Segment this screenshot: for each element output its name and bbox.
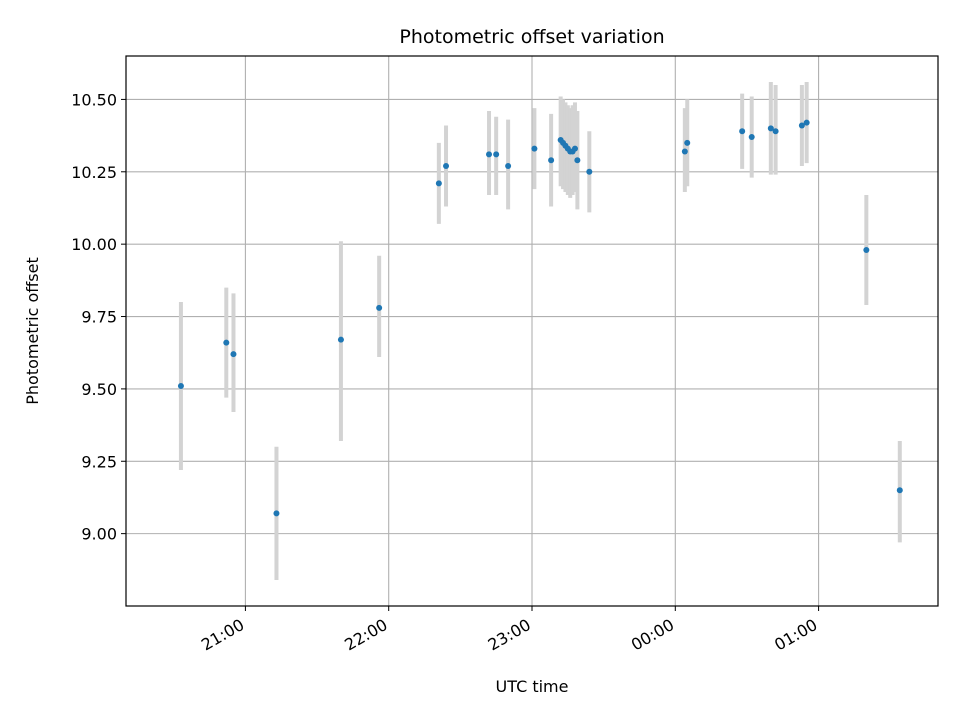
x-axis-label: UTC time — [496, 677, 569, 696]
data-point — [435, 180, 442, 187]
x-tick-label: 01:00 — [771, 615, 820, 655]
data-point — [739, 128, 746, 135]
data-point — [681, 148, 688, 155]
x-tick-label: 00:00 — [628, 615, 677, 655]
grid-layer — [126, 56, 938, 606]
y-tick-label: 9.75 — [81, 308, 117, 327]
data-point — [443, 163, 450, 169]
data-point — [531, 145, 538, 152]
y-axis-label: Photometric offset — [23, 257, 42, 405]
data-point — [798, 122, 805, 129]
x-tick-label: 22:00 — [341, 615, 390, 655]
y-tick-label: 10.00 — [71, 235, 117, 254]
data-point — [863, 246, 870, 253]
data-point — [486, 151, 493, 158]
data-point — [223, 339, 230, 346]
y-tick-label: 10.25 — [71, 163, 117, 182]
data-point — [772, 128, 779, 135]
data-point — [548, 157, 555, 164]
point-layer — [177, 119, 903, 517]
x-tick-label: 23:00 — [485, 615, 534, 655]
y-tick-label: 9.00 — [81, 525, 117, 544]
chart-title: Photometric offset variation — [399, 26, 664, 48]
data-point — [684, 139, 691, 146]
y-axis: 9.00 9.25 9.50 9.75 10.00 10.25 10.50 — [71, 90, 126, 544]
data-point — [574, 157, 581, 164]
y-tick-label: 10.50 — [71, 90, 117, 109]
data-point — [571, 145, 578, 152]
y-tick-label: 9.25 — [81, 452, 117, 471]
errorbar-layer — [178, 82, 902, 580]
data-point — [177, 383, 184, 389]
data-point — [230, 351, 237, 358]
data-point — [337, 336, 344, 343]
data-point — [767, 125, 774, 132]
data-point — [586, 168, 593, 175]
data-point — [748, 134, 755, 141]
data-point — [803, 119, 810, 126]
data-point — [376, 304, 383, 311]
data-point — [273, 510, 280, 517]
data-point — [505, 163, 512, 169]
x-tick-label: 21:00 — [198, 615, 247, 655]
data-point — [896, 487, 903, 494]
y-tick-label: 9.50 — [81, 380, 117, 399]
data-point — [493, 151, 500, 158]
x-axis: 21:00 22:00 23:00 00:00 01:00 — [198, 606, 821, 655]
